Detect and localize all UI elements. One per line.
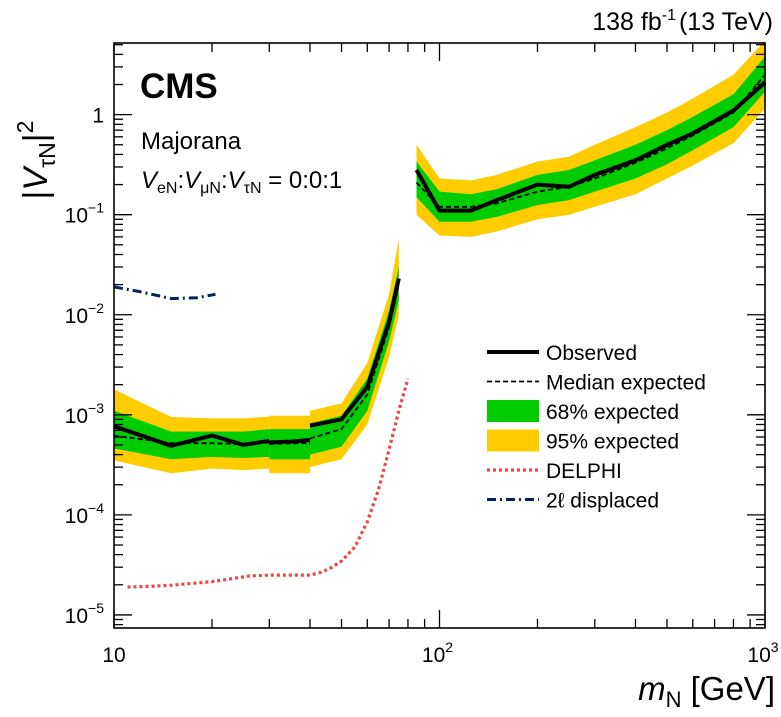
lines-layer [113, 74, 767, 589]
y-tick-label-0.00001: 10−5 [65, 600, 105, 628]
band-68-seg-0 [114, 410, 270, 460]
legend: Observed Median expected 68% expected 95% e… [487, 342, 706, 513]
x-tick-label-10: 10 [102, 644, 125, 667]
line-observed-seg-0 [113, 424, 270, 448]
band-95-seg-2 [310, 238, 399, 468]
y-tick-label-1: 1 [92, 105, 104, 128]
legend-entry-observed: Observed [487, 342, 637, 365]
legend-label-68-expected: 68% expected [546, 401, 679, 424]
legend-entry-95-expected: 95% expected [487, 429, 679, 454]
ticks-layer: 10 102 103 10−5 10−4 10−3 10−2 10−1 1 [65, 43, 779, 667]
legend-label-observed: Observed [546, 342, 637, 365]
line-2l-displaced-seg-0 [113, 285, 216, 301]
legend-swatch-68-expected [487, 400, 539, 422]
x-tick-label-1000: 103 [747, 639, 778, 667]
line-observed-seg-2 [309, 278, 401, 428]
y-tick-label-0.01: 10−2 [65, 300, 105, 328]
legend-entry-68-expected: 68% expected [487, 400, 679, 424]
bands-layer [114, 40, 765, 474]
line-median-expected-seg-1 [269, 442, 310, 445]
y-tick-label-0.0001: 10−4 [65, 500, 105, 528]
line-observed-seg-1 [269, 438, 311, 445]
y-axis-title: |VτN|2 [12, 121, 60, 200]
x-axis-title: mN [GeV] [638, 670, 775, 712]
legend-entry-delphi: DELPHI [487, 460, 622, 483]
model-label: Majorana [141, 128, 242, 155]
experiment-label: CMS [140, 67, 218, 106]
y-tick-label-0.001: 10−3 [65, 400, 105, 428]
legend-label-95-expected: 95% expected [546, 431, 679, 454]
legend-label-median-expected: Median expected [546, 372, 706, 395]
legend-entry-2l-displaced: 2ℓ displaced [487, 490, 659, 513]
y-tick-label-0.1: 10−1 [65, 200, 105, 228]
legend-entry-median-expected: Median expected [487, 372, 706, 395]
coupling-ratio-label: VeN:VμN:VτN = 0:0:1 [141, 167, 342, 197]
band-68-seg-3 [416, 56, 765, 222]
x-tick-label-100: 102 [422, 639, 453, 667]
line-observed-seg-3 [414, 80, 767, 213]
legend-label-2l-displaced: 2ℓ displaced [546, 490, 659, 513]
lumi-energy-label: 138 fb-1 (13 TeV) [592, 7, 773, 36]
legend-label-delphi: DELPHI [546, 460, 622, 483]
line-delphi-seg-0 [127, 378, 410, 589]
legend-swatch-95-expected [487, 429, 539, 452]
